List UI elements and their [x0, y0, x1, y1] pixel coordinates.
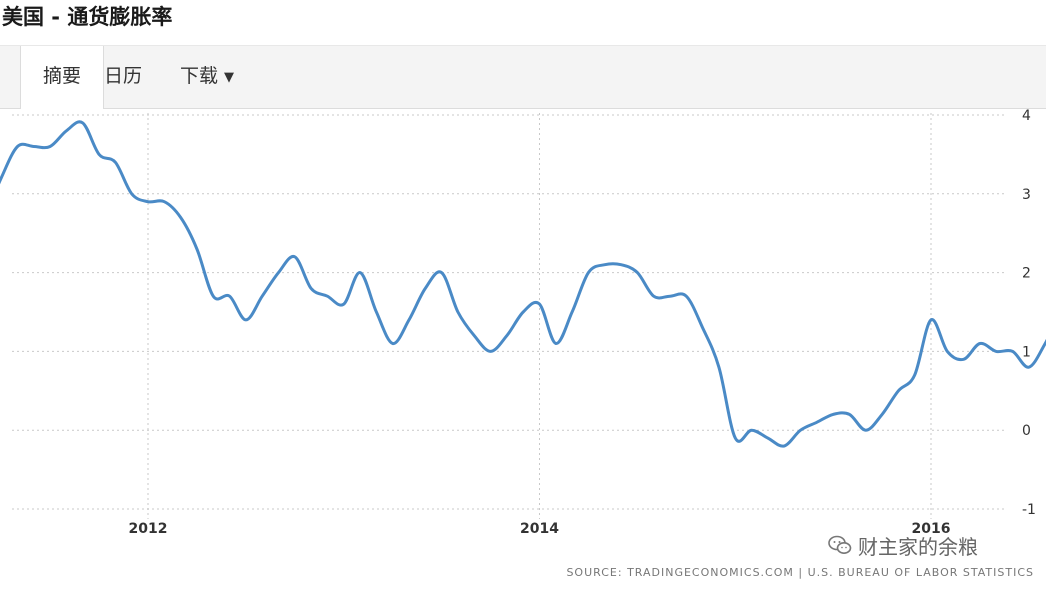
x-tick-label: 2014	[520, 521, 559, 537]
x-tick-label: 2012	[129, 521, 168, 537]
series-line	[0, 120, 1046, 448]
y-tick-label: 0	[1022, 423, 1031, 439]
y-tick-label: -1	[1022, 502, 1036, 518]
wechat-icon	[828, 535, 852, 554]
y-axis-ticks: 4 3 2 1 0 -1	[1022, 108, 1036, 518]
source-note: SOURCE: TRADINGECONOMICS.COM | U.S. BURE…	[566, 566, 1034, 579]
page-title: 美国 - 通货膨胀率	[2, 5, 173, 29]
y-tick-label: 4	[1022, 108, 1031, 124]
y-tick-label: 2	[1022, 266, 1031, 282]
y-tick-label: 3	[1022, 187, 1031, 203]
tab-summary[interactable]: 摘要	[20, 46, 105, 109]
tab-summary-label: 摘要	[43, 65, 82, 87]
tab-calendar[interactable]: 日历	[104, 46, 142, 108]
y-tick-label: 1	[1022, 344, 1031, 360]
tab-bar: 摘要 日历 下载 ▼	[0, 45, 1046, 109]
tab-download[interactable]: 下载 ▼	[180, 46, 234, 108]
chart-grid	[12, 113, 1006, 519]
x-axis-ticks: 20122014201620182020	[129, 521, 951, 537]
caret-down-icon: ▼	[224, 70, 235, 85]
tab-calendar-label: 日历	[104, 65, 143, 87]
tab-download-label: 下载	[180, 65, 219, 87]
watermark-text: 财主家的余粮	[858, 534, 978, 559]
watermark: 财主家的余粮	[828, 528, 978, 562]
x-tick-label: 2016	[912, 521, 951, 537]
